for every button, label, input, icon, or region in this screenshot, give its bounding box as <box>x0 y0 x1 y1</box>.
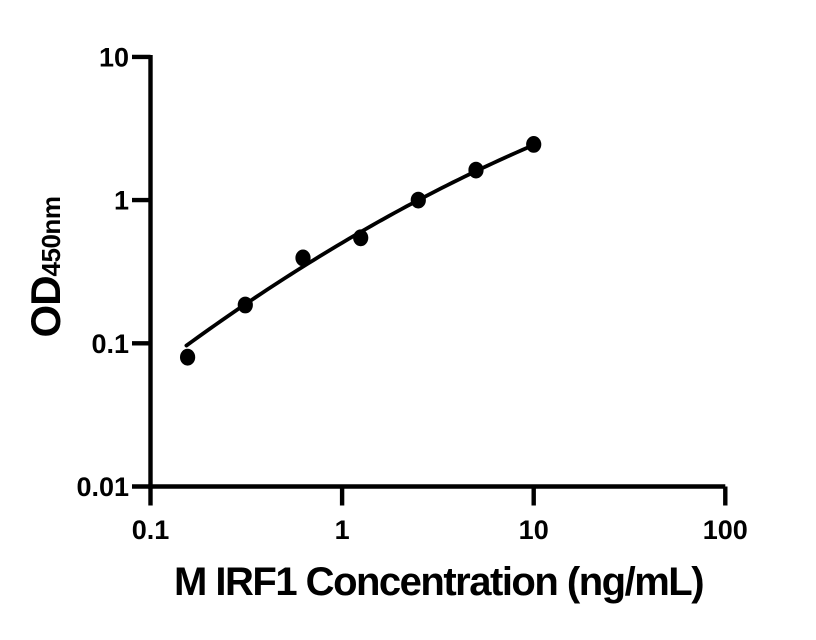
data-point-marker <box>410 191 426 209</box>
y-tick-label: 1 <box>114 186 129 216</box>
x-tick-label: 1 <box>335 515 350 545</box>
y-axis-title-main: OD <box>22 276 69 338</box>
y-tick-label: 0.1 <box>91 329 129 359</box>
data-point-marker <box>468 161 484 179</box>
y-axis-title-subscript: 450nm <box>36 196 66 277</box>
x-tick-label: 0.1 <box>132 515 170 545</box>
data-point-marker <box>353 229 369 247</box>
data-point-marker <box>295 249 311 267</box>
x-axis-title: M IRF1 Concentration (ng/mL) <box>173 560 705 604</box>
data-point-marker <box>180 348 196 366</box>
data-point-marker <box>526 136 542 153</box>
y-tick-label: 0.01 <box>76 472 129 502</box>
x-tick-label: 10 <box>519 515 549 545</box>
y-axis-title: OD450nm <box>22 196 69 338</box>
data-point-marker <box>237 296 253 314</box>
x-tick-label: 100 <box>703 515 748 545</box>
y-tick-label: 10 <box>99 42 129 72</box>
